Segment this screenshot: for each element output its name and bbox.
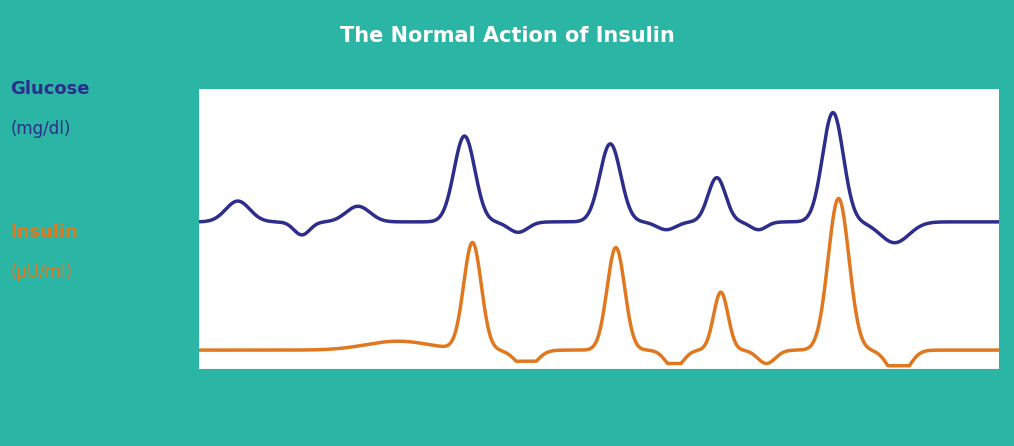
Text: Dinner: Dinner	[825, 415, 876, 429]
Text: (mg/dl): (mg/dl)	[10, 120, 71, 138]
Text: Insulin: Insulin	[10, 223, 78, 241]
Text: Lunch: Lunch	[587, 415, 633, 429]
Text: The Normal Action of Insulin: The Normal Action of Insulin	[340, 26, 674, 45]
Text: (μU/ml): (μU/ml)	[10, 263, 72, 281]
Text: Snack: Snack	[704, 415, 749, 429]
Text: Breakfast: Breakfast	[430, 415, 503, 429]
Text: Glucose: Glucose	[10, 80, 89, 98]
